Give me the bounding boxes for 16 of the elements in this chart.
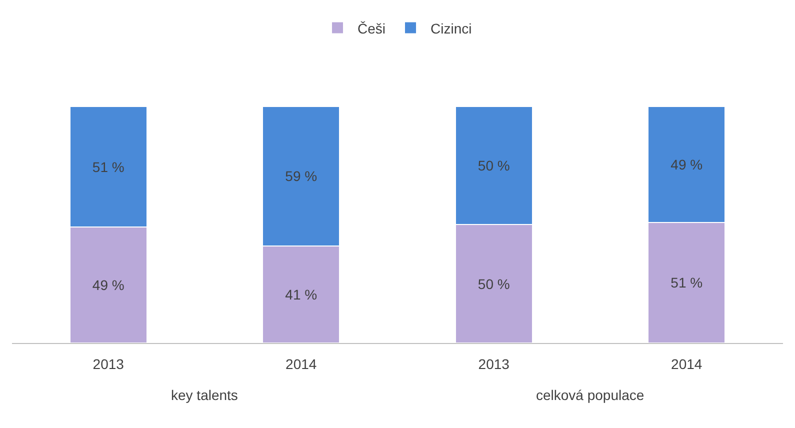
x-tick-label: 2013 <box>92 356 124 372</box>
data-label: 50 % <box>478 158 510 174</box>
x-tick-label: 2013 <box>478 356 510 372</box>
legend-label: Češi <box>358 20 386 36</box>
text: key talents <box>171 387 238 403</box>
data-label: 51 % <box>670 274 703 291</box>
data-label: 59 % <box>285 168 318 184</box>
data-label: 41 % <box>285 286 318 303</box>
data-label: 51 % <box>92 158 124 175</box>
text: celková populace <box>536 387 644 403</box>
data-label: 49 % <box>670 156 703 172</box>
x-tick-label: 2014 <box>671 356 702 372</box>
data-label: 49 % <box>92 277 124 294</box>
data-label: 50 % <box>478 276 510 292</box>
x-tick-label: 2014 <box>286 356 317 372</box>
legend-label: Cizinci <box>430 20 472 36</box>
